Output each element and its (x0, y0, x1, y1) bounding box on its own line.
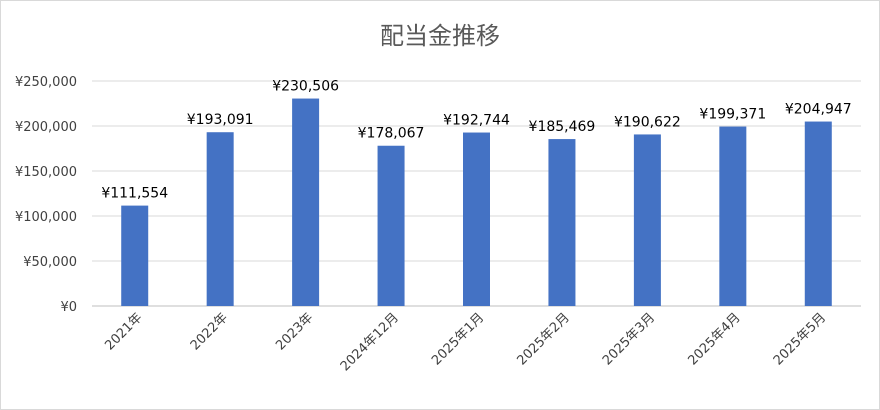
bars (121, 98, 832, 306)
y-tick-label: ¥250,000 (15, 75, 77, 90)
x-tick-label: 2022年 (188, 310, 231, 353)
data-labels: ¥111,554 ¥193,091 ¥230,506 ¥178,067 ¥192,744… (101, 79, 851, 202)
data-label: ¥178,067 (358, 126, 425, 142)
y-tick-label: ¥200,000 (15, 120, 77, 135)
x-tick-label: 2025年1月 (429, 310, 487, 368)
bar (377, 145, 405, 306)
chart-title: 配当金推移 (380, 22, 500, 50)
y-tick-label: ¥0 (60, 300, 77, 315)
y-tick-label: ¥150,000 (15, 165, 77, 180)
x-tick-label: 2023年 (273, 310, 316, 353)
x-tick-label: 2025年5月 (771, 310, 829, 368)
y-tick-label: ¥100,000 (15, 210, 77, 225)
x-tick-label: 2025年2月 (515, 310, 573, 368)
bar (292, 98, 320, 306)
bar (548, 139, 576, 306)
data-label: ¥199,371 (699, 107, 766, 123)
data-label: ¥190,622 (614, 114, 681, 130)
bar (463, 132, 490, 306)
x-tick-label: 2025年3月 (600, 310, 658, 368)
x-tick-label: 2021年 (102, 310, 145, 353)
bar (206, 132, 234, 306)
x-tick-label: 2025年4月 (685, 310, 743, 368)
data-label: ¥193,091 (187, 112, 254, 128)
data-label: ¥192,744 (443, 113, 510, 129)
data-label: ¥230,506 (272, 79, 339, 95)
y-axis-ticks: ¥0 ¥50,000 ¥100,000 ¥150,000 ¥200,000 ¥250,00… (15, 75, 77, 315)
y-tick-label: ¥50,000 (23, 255, 77, 270)
data-label: ¥111,554 (101, 186, 168, 202)
bar (719, 126, 747, 306)
x-axis-ticks: 2021年 2022年 2023年 2024年12月 2025年1月 2025年2月 202… (102, 310, 829, 374)
x-tick-label: 2024年12月 (338, 310, 402, 374)
data-label: ¥204,947 (785, 102, 852, 118)
bar (804, 121, 832, 306)
bar (121, 205, 149, 306)
bar (633, 134, 661, 306)
data-label: ¥185,469 (529, 119, 596, 135)
